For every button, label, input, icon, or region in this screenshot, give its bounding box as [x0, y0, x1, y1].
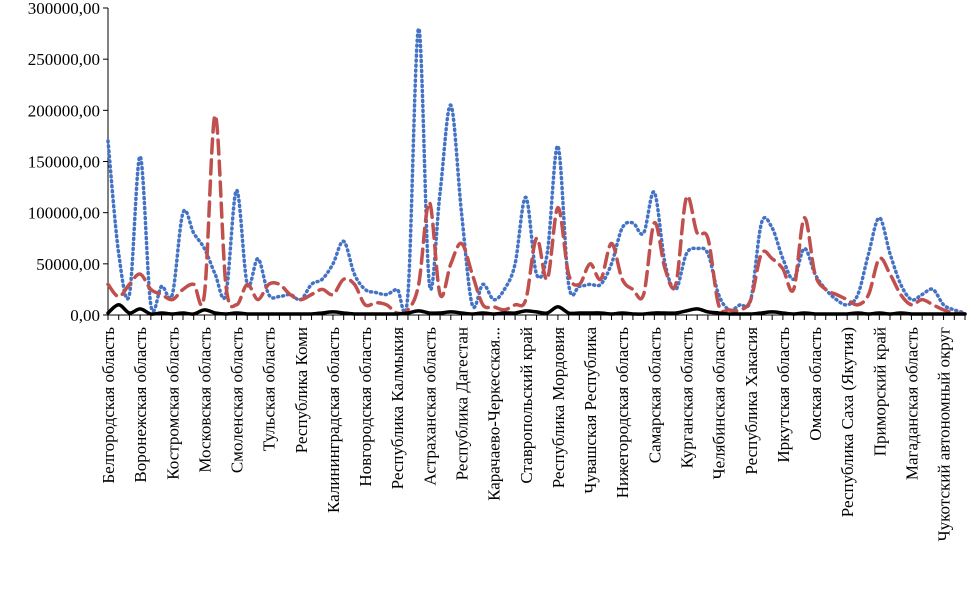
x-tick-label: Воронежская область: [131, 327, 150, 483]
x-tick-label: Республика Дагестан: [453, 327, 472, 480]
y-axis: 0,00 50000,00 100000,00 150000,00 200000,00 2…: [28, 0, 109, 325]
x-tick-label: Чувашская Республика: [581, 327, 600, 494]
x-tick-label: Новгородская область: [356, 327, 375, 487]
y-tick-label: 150000,00: [28, 153, 100, 172]
x-tick-label: Калининградская область: [324, 327, 343, 513]
x-tick-label: Тульская область: [260, 327, 279, 451]
x-tick-label: Республика Мордовия: [549, 327, 568, 488]
x-tick-label: Ставропольский край: [517, 327, 536, 484]
x-tick-label: Нижегородская область: [613, 327, 632, 499]
x-tick-label: Чукотский автономный округ: [935, 327, 954, 541]
x-tick-label: Республика Саха (Якутия): [838, 327, 857, 517]
x-tick-label: Белгородская область: [99, 327, 118, 484]
y-tick-label: 100000,00: [28, 204, 100, 223]
x-tick-label: Республика Калмыкия: [388, 327, 407, 490]
x-tick-label: Иркутская область: [774, 327, 793, 463]
y-tick-label: 50000,00: [36, 255, 100, 274]
series-line-solid: [106, 303, 967, 316]
x-tick-label: Смоленская область: [228, 327, 247, 473]
x-tick-label: Челябинская область: [710, 327, 729, 480]
y-tick-label: 200000,00: [28, 101, 100, 120]
x-tick-label: Костромская область: [163, 327, 182, 480]
x-tick-label: Карачаево-Черкесская...: [485, 327, 504, 501]
series-lines: [106, 26, 967, 316]
x-tick-label: Республика Хакасия: [742, 327, 761, 475]
y-tick-label: 0,00: [70, 306, 100, 325]
series-line-dashed: [106, 113, 967, 316]
series-line-dotted: [106, 26, 967, 315]
x-axis: Белгородская область Воронежская область К…: [99, 314, 966, 541]
x-tick-label: Астраханская область: [420, 327, 439, 486]
x-tick-label: Приморский край: [870, 327, 889, 456]
x-tick-label: Курганская область: [677, 327, 696, 469]
x-tick-label: Омская область: [806, 327, 825, 441]
x-tick-label: Самарская область: [645, 327, 664, 463]
x-tick-label: Магаданская область: [902, 327, 921, 480]
x-tick-label: Московская область: [195, 327, 214, 473]
x-tick-label: Республика Коми: [292, 327, 311, 453]
y-tick-label: 300000,00: [28, 0, 100, 18]
y-tick-label: 250000,00: [28, 50, 100, 69]
